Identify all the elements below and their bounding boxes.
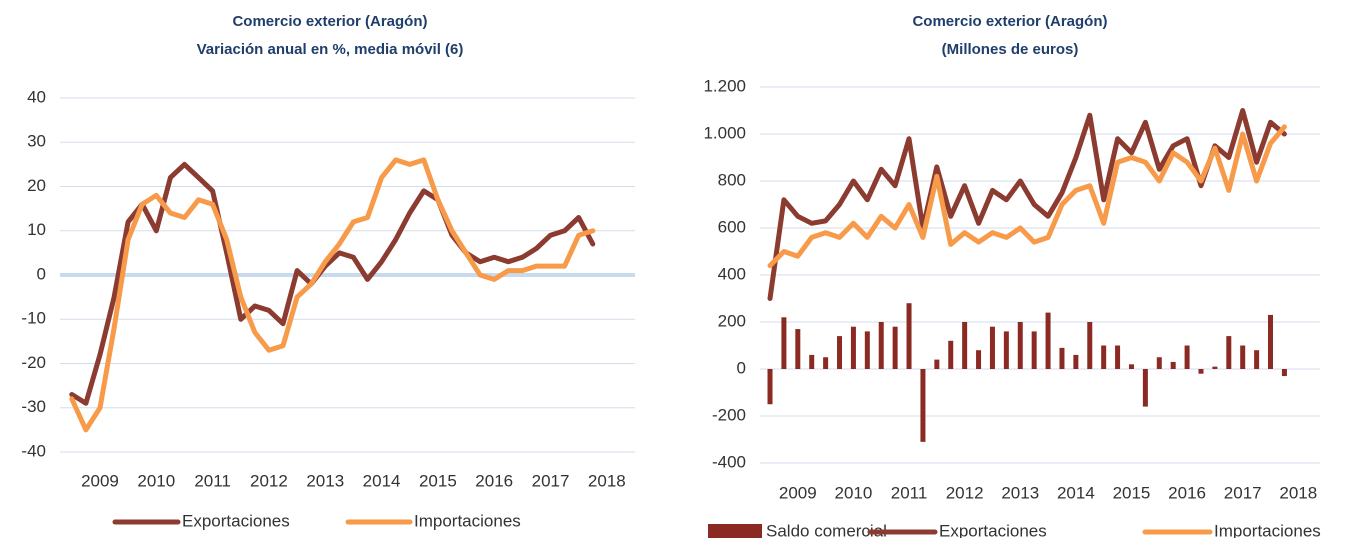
bar	[1128, 364, 1134, 369]
y-tick-label: -200	[712, 405, 746, 424]
bar	[976, 350, 982, 369]
bar	[1115, 345, 1121, 369]
y-tick-label: 30	[27, 132, 46, 151]
bar	[934, 359, 940, 369]
bar	[878, 322, 884, 369]
y-tick-label: 200	[718, 311, 746, 330]
x-tick-label: 2017	[532, 471, 570, 490]
y-tick-label: 1.200	[703, 76, 746, 95]
y-tick-label: -30	[21, 397, 46, 416]
bar	[1212, 366, 1218, 369]
y-tick-label: 20	[27, 176, 46, 195]
x-tick-label: 2009	[779, 483, 817, 502]
bar	[1226, 336, 1232, 369]
y-tick-label: -20	[21, 353, 46, 372]
chart-title: Variación anual en %, media móvil (6)	[197, 41, 464, 58]
bar	[1281, 369, 1287, 377]
x-tick-label: 2014	[1057, 483, 1095, 502]
bar	[1031, 331, 1037, 369]
x-tick-label: 2014	[363, 471, 401, 490]
bar	[1142, 369, 1148, 407]
legend-label: Saldo comercial	[766, 521, 887, 538]
chart-title: Comercio exterior (Aragón)	[232, 13, 427, 30]
bar	[962, 322, 968, 369]
bar	[823, 357, 829, 369]
x-tick-label: 2015	[419, 471, 457, 490]
x-tick-label: 2018	[1279, 483, 1317, 502]
bar	[1017, 322, 1023, 369]
bar	[1059, 347, 1065, 369]
y-tick-label: 0	[737, 358, 746, 377]
y-tick-label: 800	[718, 170, 746, 189]
bar	[1045, 312, 1051, 369]
y-tick-label: -40	[21, 441, 46, 460]
x-tick-label: 2016	[475, 471, 513, 490]
bar	[892, 326, 898, 369]
line	[69, 157, 596, 433]
x-tick-label: 2010	[835, 483, 873, 502]
bar	[989, 326, 995, 369]
x-tick-label: 2012	[250, 471, 288, 490]
bar	[1156, 357, 1162, 369]
bar	[1254, 350, 1260, 369]
legend-label: Exportaciones	[182, 511, 290, 530]
bar	[920, 369, 926, 442]
bar	[1198, 369, 1204, 374]
x-tick-label: 2011	[194, 471, 231, 490]
bar	[948, 340, 954, 369]
y-tick-label: 600	[718, 217, 746, 236]
chart-title: (Millones de euros)	[942, 41, 1079, 58]
y-tick-label: 0	[37, 264, 46, 283]
y-tick-label: 1.000	[703, 123, 746, 142]
bar	[1073, 354, 1079, 369]
bar	[1101, 345, 1107, 369]
bar	[809, 354, 815, 369]
x-tick-label: 2017	[1224, 483, 1262, 502]
bar	[850, 326, 856, 369]
y-tick-label: -10	[21, 309, 46, 328]
chart-title: Comercio exterior (Aragón)	[912, 13, 1107, 30]
y-tick-label: -400	[712, 452, 746, 471]
bar	[767, 369, 773, 405]
bar	[837, 336, 843, 369]
bar	[781, 317, 787, 369]
y-tick-label: 40	[27, 87, 46, 106]
bar	[1003, 331, 1009, 369]
bar	[1268, 314, 1274, 369]
bar	[795, 329, 801, 369]
x-tick-label: 2016	[1168, 483, 1206, 502]
line	[767, 108, 1287, 301]
y-tick-label: 10	[27, 220, 46, 239]
bar	[1170, 361, 1176, 369]
y-tick-label: 400	[718, 264, 746, 283]
bar	[1087, 322, 1093, 369]
x-tick-label: 2009	[81, 471, 119, 490]
bar	[864, 331, 870, 369]
bar	[1240, 345, 1246, 369]
line	[69, 161, 596, 406]
x-tick-label: 2013	[306, 471, 344, 490]
x-tick-label: 2013	[1001, 483, 1039, 502]
x-tick-label: 2015	[1113, 483, 1151, 502]
x-tick-label: 2011	[891, 483, 928, 502]
legend-swatch	[708, 524, 762, 538]
legend-label: Exportaciones	[939, 521, 1047, 538]
legend-label: Importaciones	[414, 511, 521, 530]
x-tick-label: 2010	[137, 471, 175, 490]
bar	[1184, 345, 1190, 369]
x-tick-label: 2012	[946, 483, 984, 502]
bar	[906, 303, 912, 369]
x-tick-label: 2018	[588, 471, 626, 490]
legend-label: Importaciones	[1214, 521, 1321, 538]
line	[767, 124, 1287, 269]
